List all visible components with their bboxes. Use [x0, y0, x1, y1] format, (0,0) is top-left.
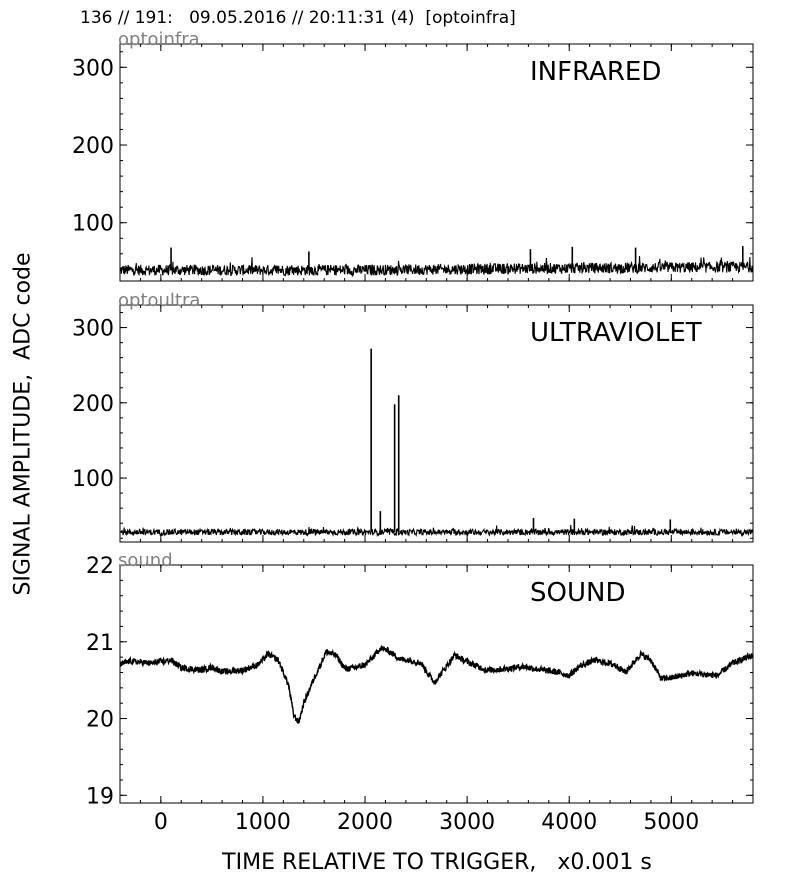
panel-source-label: optoultra — [118, 290, 200, 311]
plot-frame — [119, 43, 754, 282]
panel-sound: 0 1000 2000 3000 4000 5000 19 20 21 22 sound SOUND — [86, 550, 754, 835]
y-tick-label: 22 — [86, 554, 114, 579]
plot-frame — [119, 564, 754, 804]
y-tick-label: 21 — [86, 631, 114, 656]
series-sound — [120, 644, 753, 724]
panel-title: ULTRAVIOLET — [530, 318, 702, 348]
x-tick-label: 2000 — [337, 810, 393, 835]
y-tick-label: 20 — [86, 708, 114, 733]
y-tick-label: 100 — [72, 467, 114, 492]
y-tick-label: 100 — [72, 212, 114, 237]
x-tick-label: 0 — [154, 810, 168, 835]
figure-header: 136 // 191: 09.05.2016 // 20:11:31 (4) [… — [80, 8, 516, 28]
x-tick-label: 5000 — [643, 810, 699, 835]
series-ultraviolet — [120, 525, 753, 538]
series-infrared — [120, 256, 753, 278]
panel-source-label: optoinfra — [118, 29, 200, 50]
y-tick-label: 200 — [72, 392, 114, 417]
x-tick-label: 1000 — [235, 810, 291, 835]
panel-title: SOUND — [530, 578, 625, 608]
x-tick-label: 3000 — [439, 810, 495, 835]
y-tick-label: 200 — [72, 134, 114, 159]
y-tick-label: 19 — [86, 784, 114, 809]
plot-frame — [119, 304, 754, 543]
panel-title: INFRARED — [530, 57, 661, 87]
y-tick-label: 300 — [72, 317, 114, 342]
panel-source-label: sound — [118, 550, 173, 571]
x-tick-label: 4000 — [541, 810, 597, 835]
y-tick-label: 300 — [72, 56, 114, 81]
x-axis-label: TIME RELATIVE TO TRIGGER, x0.001 s — [222, 850, 652, 875]
